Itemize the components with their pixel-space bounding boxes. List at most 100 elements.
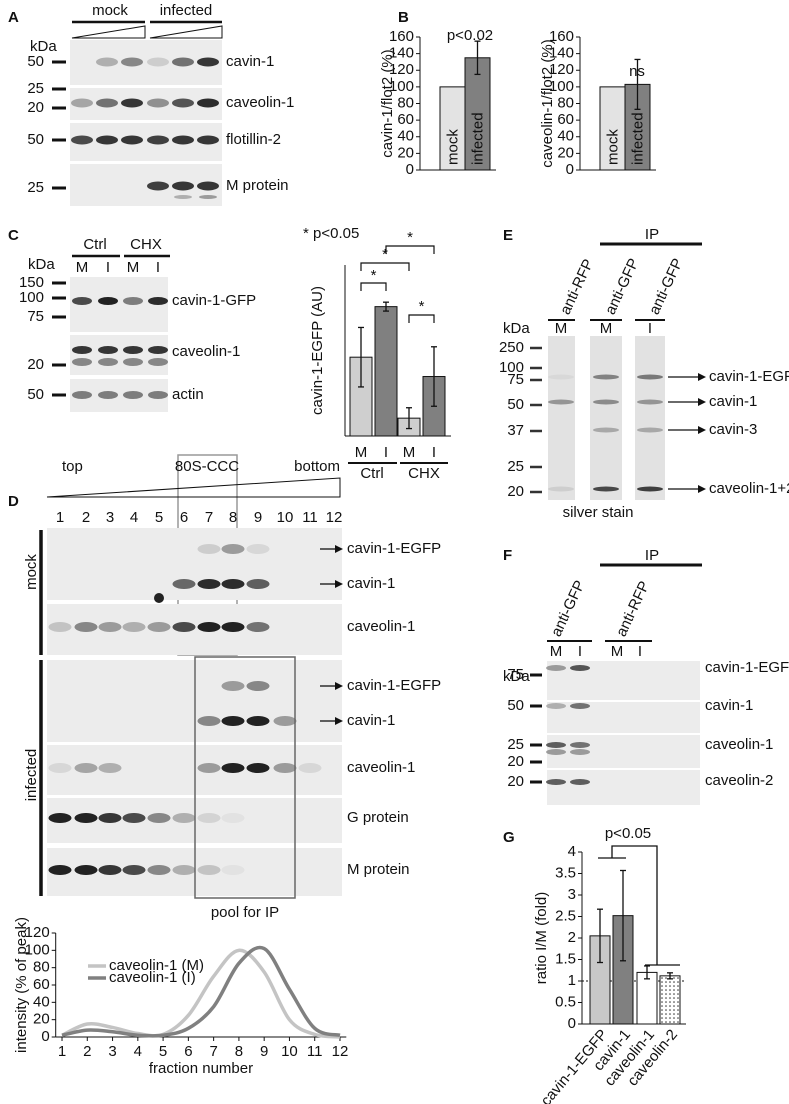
blot-band (570, 703, 590, 709)
blot-band (273, 716, 297, 726)
kda-label: kDa (503, 668, 530, 685)
blot-band (221, 813, 245, 823)
legend-label: caveolin-1 (I) (109, 969, 196, 986)
blot-band (74, 763, 98, 773)
data-line (61, 945, 341, 1038)
marker-label: 25 (507, 736, 524, 753)
top-label: top (62, 458, 83, 475)
arrow-head (335, 580, 343, 588)
x-axis-label: fraction number (149, 1060, 253, 1077)
panel-label: A (8, 9, 19, 26)
marker-label: 25 (27, 179, 44, 196)
y-tick-label: 80 (557, 94, 574, 111)
arrow-head (698, 426, 706, 434)
blot-band (147, 98, 169, 108)
blot-band (72, 346, 92, 354)
fraction-label: 1 (56, 509, 64, 526)
lane-label: M (76, 259, 89, 276)
fraction-label: 7 (205, 509, 213, 526)
blot-strip (70, 164, 222, 206)
lane-label: I (648, 320, 652, 337)
blot-band (172, 135, 194, 145)
y-axis-label: intensity (% of peak) (13, 917, 30, 1053)
marker-label: 20 (507, 773, 524, 790)
x-tick-label: 6 (184, 1043, 192, 1060)
band-label: cavin-1 (347, 712, 395, 729)
kda-label: kDa (30, 38, 57, 55)
bar (636, 971, 658, 1025)
blot-band (246, 579, 270, 589)
band-label: G protein (347, 809, 409, 826)
blot-band (147, 57, 169, 67)
data-line (61, 948, 341, 1039)
blot-band (298, 763, 322, 773)
x-tick-label: I (384, 444, 388, 461)
blot-band (147, 135, 169, 145)
marker-label: 20 (507, 483, 524, 500)
y-tick-label: 40 (33, 993, 50, 1010)
band-label: M protein (347, 861, 410, 878)
y-tick-label: 4 (568, 843, 576, 860)
blot-band (123, 391, 143, 399)
group-label: mock (92, 2, 128, 19)
x-tick-label: infected (469, 112, 486, 165)
y-tick-label: 0.5 (555, 993, 576, 1010)
blot-band (593, 427, 619, 433)
y-tick-label: 60 (397, 111, 414, 128)
x-tick-label: 1 (58, 1043, 66, 1060)
x-tick-label: mock (604, 129, 621, 165)
band-label: caveolin-1 (347, 759, 415, 776)
blot-band (197, 579, 221, 589)
y-tick-label: 40 (557, 128, 574, 145)
gel-lane (590, 336, 622, 500)
blot-band (148, 391, 168, 399)
fraction-label: 5 (155, 509, 163, 526)
y-tick-label: 100 (389, 78, 414, 95)
blot-band (221, 716, 245, 726)
y-tick-label: 20 (397, 144, 414, 161)
blot-band (546, 779, 566, 785)
marker-label: 100 (19, 289, 44, 306)
blot-band (122, 622, 146, 632)
antibody-label: anti-GFP (548, 578, 589, 640)
band-label: cavin-1-GFP (172, 292, 256, 309)
blot-band (197, 181, 219, 191)
fraction-label: 11 (302, 509, 318, 526)
x-tick-label: 8 (235, 1043, 243, 1060)
fraction-label: 6 (180, 509, 188, 526)
fraction-label: 3 (106, 509, 114, 526)
blot-band (72, 297, 92, 305)
marker-label: 75 (507, 371, 524, 388)
blot-band (246, 716, 270, 726)
group-label: infected (160, 2, 213, 19)
bracket (385, 245, 435, 254)
group-label: CHX (408, 465, 440, 482)
blot-band (172, 579, 196, 589)
blot-band (72, 391, 92, 399)
marker-label: 250 (499, 339, 524, 356)
blot-band (74, 813, 98, 823)
blot-strip (547, 661, 700, 700)
lane-label: M (127, 259, 140, 276)
blot-band (174, 195, 192, 199)
annotation: p<0.02 (447, 27, 493, 44)
annotation: * p<0.05 (303, 225, 359, 242)
blot-band (72, 358, 92, 366)
blot-band (98, 763, 122, 773)
marker-label: 25 (27, 80, 44, 97)
arrow-head (335, 717, 343, 725)
panel-label: C (8, 227, 19, 244)
y-tick-label: 160 (549, 28, 574, 45)
blot-band (221, 681, 245, 691)
y-tick-label: 2.5 (555, 907, 576, 924)
blot-band (546, 749, 566, 755)
y-tick-label: 0 (566, 161, 574, 178)
x-tick-label: 9 (260, 1043, 268, 1060)
y-tick-label: 120 (25, 924, 50, 941)
blot-band (98, 622, 122, 632)
band-label: cavin-1-EGFP (709, 368, 789, 385)
blot-band (98, 865, 122, 875)
blot-strip (47, 604, 342, 655)
kda-label: kDa (28, 256, 55, 273)
y-axis-label: caveolin-1/flot2 (%) (539, 39, 556, 167)
